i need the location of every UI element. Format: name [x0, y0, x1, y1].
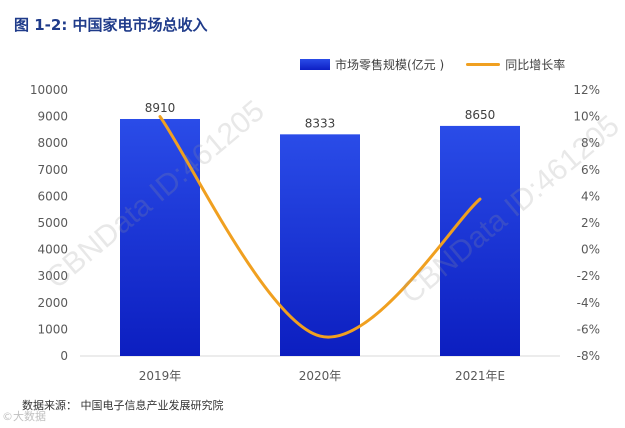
legend-bar-swatch	[300, 59, 330, 70]
right-axis-tick-label: -4%	[577, 296, 600, 310]
left-axis-tick-label: 1000	[37, 322, 68, 336]
right-axis-tick-label: 2%	[581, 216, 600, 230]
legend-bar-label: 市场零售规模(亿元 )	[335, 58, 445, 72]
x-axis-tick-label: 2020年	[299, 369, 342, 383]
chart-title: 图 1-2: 中国家电市场总收入	[14, 16, 208, 34]
x-axis-tick-label: 2021年E	[455, 369, 505, 383]
bar	[440, 125, 520, 356]
left-axis-tick-label: 4000	[37, 243, 68, 257]
bar	[280, 134, 360, 356]
source-note: 数据来源： 中国电子信息产业发展研究院	[22, 399, 224, 412]
right-axis-tick-label: 6%	[581, 163, 600, 177]
legend-line-label: 同比增长率	[505, 58, 566, 72]
left-axis-tick-label: 3000	[37, 269, 68, 283]
bar-data-label: 8910	[145, 101, 176, 115]
left-axis-tick-label: 0	[60, 349, 68, 363]
right-axis-tick-label: 8%	[581, 136, 600, 150]
corner-logo: ©大数据	[2, 410, 46, 423]
bar	[120, 118, 200, 356]
bar-data-label: 8333	[305, 116, 336, 130]
right-axis-tick-label: 4%	[581, 189, 600, 203]
right-axis-tick-label: -8%	[577, 349, 600, 363]
left-axis-tick-label: 2000	[37, 296, 68, 310]
left-axis-tick-label: 8000	[37, 136, 68, 150]
right-axis-tick-label: 0%	[581, 243, 600, 257]
right-axis-tick-label: 10%	[573, 110, 600, 124]
left-axis-tick-label: 6000	[37, 189, 68, 203]
legend-line-swatch	[466, 63, 501, 66]
right-axis-tick-label: 12%	[573, 83, 600, 97]
bar-data-label: 8650	[465, 108, 496, 122]
left-axis-tick-label: 9000	[37, 110, 68, 124]
x-axis-tick-label: 2019年	[139, 369, 182, 383]
left-axis-tick-label: 10000	[30, 83, 68, 97]
right-axis-tick-label: -2%	[577, 269, 600, 283]
chart-legend: 市场零售规模(亿元 ) 同比增长率	[300, 56, 565, 73]
right-axis-tick-label: -6%	[577, 322, 600, 336]
left-axis-tick-label: 5000	[37, 216, 68, 230]
left-axis-tick-label: 7000	[37, 163, 68, 177]
